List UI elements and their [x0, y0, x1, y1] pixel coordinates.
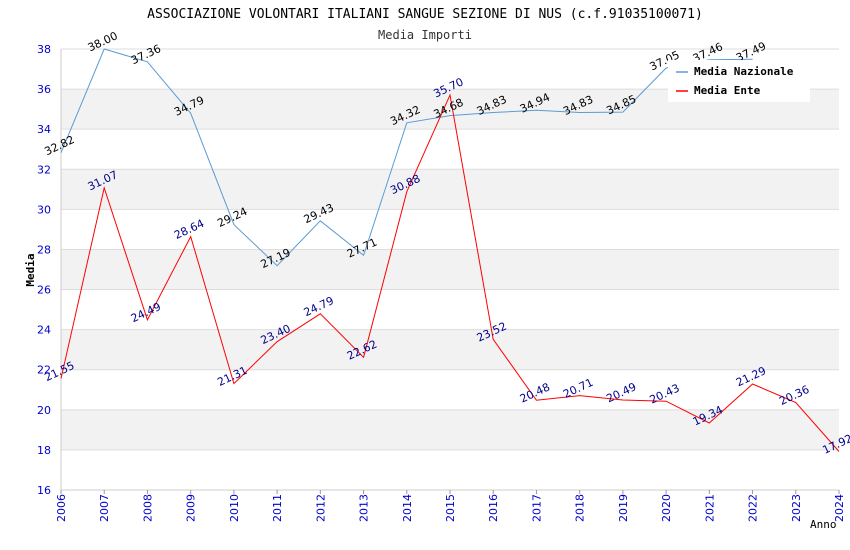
x-tick-label: 2017 [530, 494, 543, 522]
x-tick-label: 2018 [574, 494, 587, 522]
y-tick-label: 18 [37, 444, 51, 457]
x-axis-label: Anno [810, 518, 837, 531]
x-tick-label: 2010 [228, 494, 241, 522]
grid-band [61, 129, 839, 170]
x-tick-label: 2011 [271, 494, 284, 522]
grid-band [61, 169, 839, 210]
y-axis-label: Media [24, 253, 37, 286]
grid-band [61, 249, 839, 290]
x-tick-label: 2008 [141, 494, 154, 522]
grid-band [61, 449, 839, 490]
x-tick-label: 2020 [660, 494, 673, 522]
background-bands [61, 49, 839, 490]
chart-title: ASSOCIAZIONE VOLONTARI ITALIANI SANGUE S… [147, 7, 703, 22]
y-tick-label: 36 [37, 83, 51, 96]
y-tick-label: 30 [37, 203, 51, 216]
x-tick-label: 2006 [55, 494, 68, 522]
y-tick-label: 16 [37, 484, 51, 497]
y-tick-label: 20 [37, 404, 51, 417]
series-line-1 [60, 93, 840, 452]
legend-label-nazionale: Media Nazionale [694, 65, 794, 78]
grid-band [61, 289, 839, 330]
y-tick-label: 32 [37, 163, 51, 176]
grid-band [61, 409, 839, 450]
chart-subtitle: Media Importi [378, 28, 472, 42]
legend-label-ente: Media Ente [694, 84, 761, 97]
grid-band [61, 209, 839, 250]
y-tick-label: 38 [37, 43, 51, 56]
y-tick-label: 26 [37, 284, 51, 297]
y-tick-label: 34 [37, 123, 51, 136]
grid-band [61, 369, 839, 410]
series-group [60, 48, 840, 452]
grid-band [61, 329, 839, 370]
x-tick-label: 2024 [833, 494, 846, 522]
x-tick-label: 2023 [790, 494, 803, 522]
x-tick-label: 2021 [703, 494, 716, 522]
series-line-0 [60, 48, 753, 267]
x-tick-label: 2014 [401, 494, 414, 522]
x-tick-label: 2015 [444, 494, 457, 522]
legend-box [668, 60, 810, 102]
x-tick-label: 2009 [185, 494, 198, 522]
x-tick-label: 2016 [487, 494, 500, 522]
y-tick-label: 28 [37, 243, 51, 256]
y-tick-label: 24 [37, 324, 51, 337]
x-tick-label: 2012 [314, 494, 327, 522]
x-tick-label: 2022 [747, 494, 760, 522]
x-tick-label: 2019 [617, 494, 630, 522]
x-tick-label: 2013 [358, 494, 371, 522]
legend: Media Nazionale Media Ente [668, 60, 810, 102]
y-tick-label: 22 [37, 364, 51, 377]
x-tick-label: 2007 [98, 494, 111, 522]
